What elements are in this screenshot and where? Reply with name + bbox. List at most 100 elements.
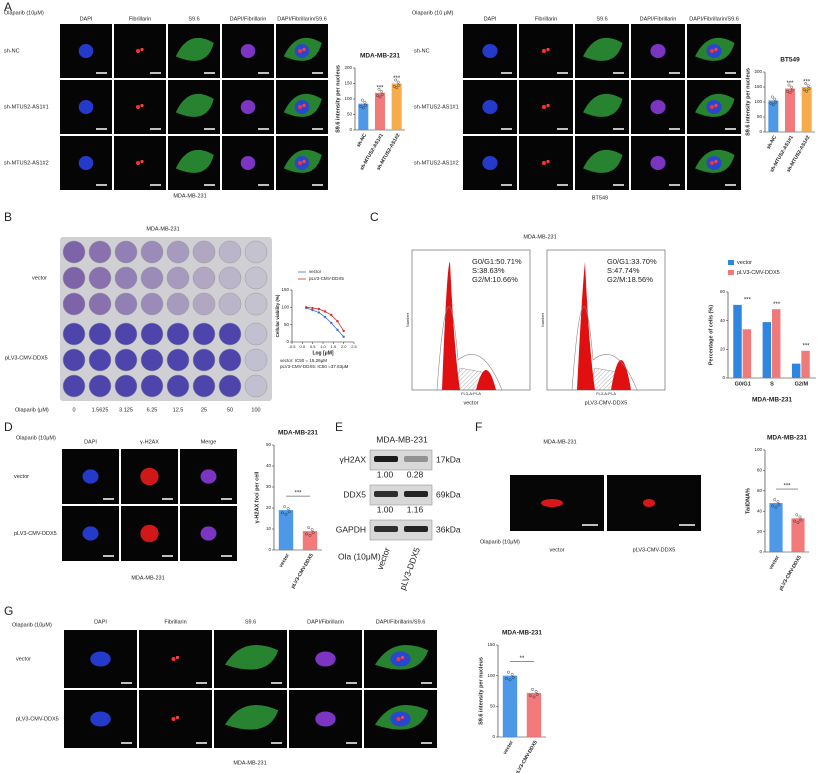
g1-peak xyxy=(577,262,595,390)
well xyxy=(166,348,190,372)
point-marker xyxy=(770,95,774,99)
column-header: γ-H2AX xyxy=(140,439,159,445)
nucleolus xyxy=(136,161,140,165)
plot-frame xyxy=(546,249,666,391)
bar xyxy=(278,510,294,550)
nucleolus xyxy=(714,103,718,108)
cell-signal xyxy=(175,93,214,117)
y-tick-label: 20 xyxy=(757,529,763,534)
significance: *** xyxy=(393,76,401,82)
y-tick-label: 50 xyxy=(284,322,290,327)
point-marker xyxy=(310,528,314,532)
cell-signal xyxy=(224,704,279,730)
y-axis-label: TailDNA% xyxy=(745,488,751,514)
panel-letter: A xyxy=(4,0,12,14)
y-tick-label: 0 xyxy=(722,375,725,380)
well xyxy=(62,348,86,372)
chart-title: MDA-MB-231 xyxy=(278,430,318,437)
y-tick-label: 20 xyxy=(266,505,272,510)
x-tick-label: 1.5 xyxy=(331,344,337,349)
nucleolus xyxy=(175,715,180,720)
well xyxy=(218,292,242,316)
point-marker xyxy=(307,526,310,529)
nucleus xyxy=(482,43,498,59)
y-axis-label: S9.6 intensity per nucleus xyxy=(478,657,484,725)
nucleolus xyxy=(302,159,306,164)
concentration-label: 12.5 xyxy=(173,407,184,413)
row-label: vector xyxy=(14,474,29,480)
significance: *** xyxy=(744,297,752,303)
well xyxy=(218,240,242,264)
column-header: DAPI xyxy=(80,16,93,22)
nucleolus xyxy=(302,103,306,108)
blot xyxy=(369,449,433,471)
well xyxy=(62,266,86,290)
column-header: S9.6 xyxy=(245,619,256,625)
well xyxy=(62,240,86,264)
well xyxy=(166,322,190,346)
well xyxy=(140,322,164,346)
point-marker xyxy=(311,531,315,535)
bar xyxy=(785,88,795,132)
bar xyxy=(358,103,369,130)
significance: *** xyxy=(803,80,811,86)
band xyxy=(404,491,428,497)
y-tick-label: 0 xyxy=(349,127,352,132)
point-marker xyxy=(534,690,538,693)
point-marker xyxy=(361,106,365,110)
y-tick-label: 0 xyxy=(759,129,762,134)
point-marker xyxy=(795,513,799,517)
quantification: 1.00 xyxy=(377,504,394,514)
column-header: DAPI xyxy=(84,439,97,445)
significance: *** xyxy=(773,302,781,308)
column-header: DAPI/Fibrillarin/S9.6 xyxy=(689,16,739,22)
treatment-label: Ola (10μM) xyxy=(338,551,381,561)
point-marker xyxy=(311,308,314,312)
row-label: pLV3-CMV-DDX5 xyxy=(14,531,57,537)
nucleolus xyxy=(396,717,401,721)
plot-frame xyxy=(411,249,531,391)
cell-signal xyxy=(583,149,623,173)
y-tick-label: 200 xyxy=(344,65,352,70)
point-marker xyxy=(308,533,312,537)
column-header: DAPI/Fibrillarin/S9.6 xyxy=(376,619,426,625)
nucleus xyxy=(650,155,666,171)
nucleus xyxy=(240,155,256,171)
nucleolus xyxy=(140,159,144,164)
y-tick-label: 50 xyxy=(490,704,496,709)
well xyxy=(244,348,268,372)
axis-label: Olaparib (μM) xyxy=(15,407,49,413)
size-label: 69kDa xyxy=(436,489,461,499)
well xyxy=(88,266,112,290)
significance: *** xyxy=(803,343,811,349)
y-tick-label: 40 xyxy=(266,463,272,468)
row-label: vector xyxy=(16,656,31,662)
nucleolus xyxy=(140,103,144,108)
well xyxy=(88,322,112,346)
point-marker xyxy=(798,515,802,519)
treatment-label: Olaparib (10μM) xyxy=(4,10,44,16)
y-tick-label: 150 xyxy=(281,287,289,292)
point-marker xyxy=(774,100,777,104)
point-marker xyxy=(773,97,777,101)
point-marker xyxy=(280,511,284,515)
y-tick-label: 100 xyxy=(754,99,762,104)
nucleus xyxy=(200,469,217,484)
y-tick-label: 150 xyxy=(344,81,352,86)
nucleus xyxy=(315,711,336,727)
size-label: 17kDa xyxy=(436,454,461,464)
well xyxy=(218,348,242,372)
nucleus xyxy=(240,43,256,59)
x-tick-label: 0.5 xyxy=(310,344,316,349)
well xyxy=(166,292,190,316)
nucleus xyxy=(650,99,666,115)
x-tick-label: 2.0 xyxy=(341,344,347,349)
point-marker xyxy=(336,320,339,323)
point-marker xyxy=(790,85,793,89)
point-marker xyxy=(807,87,811,91)
row-label: sh-NC xyxy=(414,48,430,54)
well xyxy=(192,266,216,290)
x-axis-label: MDA-MB-231 xyxy=(752,397,792,404)
point-marker xyxy=(777,503,781,507)
column-header: Fibrillarin xyxy=(129,16,151,22)
